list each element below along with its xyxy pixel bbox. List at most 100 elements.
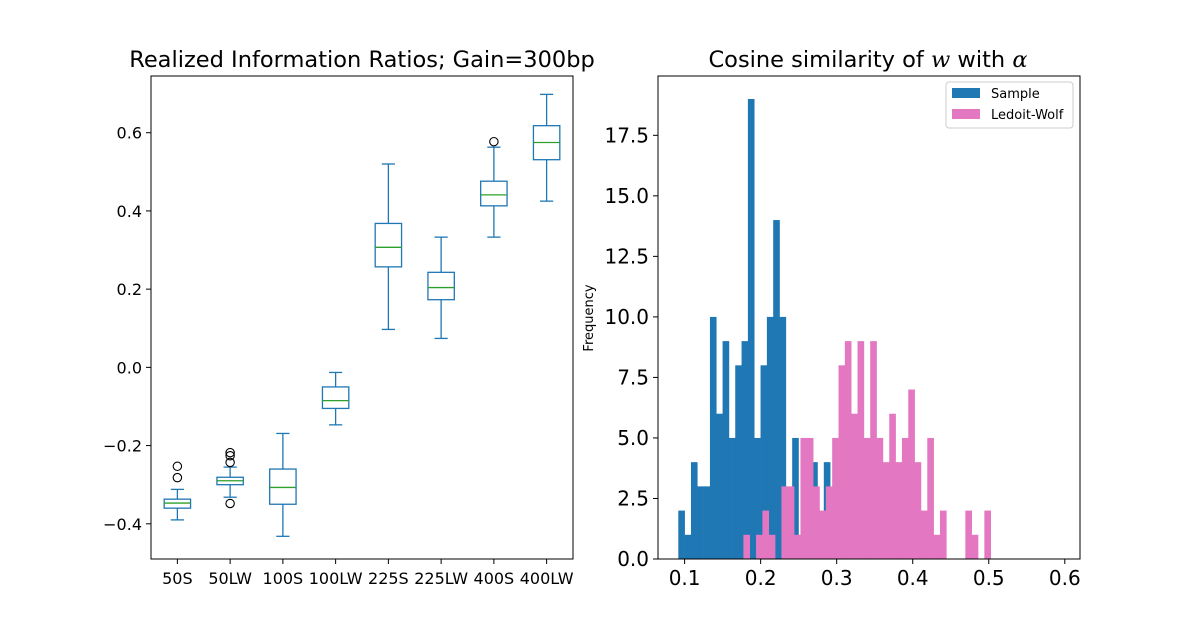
box-400LW: 400LW (520, 93, 574, 588)
box-400S: 400S (474, 136, 514, 588)
histogram-bar (781, 486, 789, 559)
histogram-bar (766, 316, 774, 559)
box-outlier (225, 447, 235, 458)
histogram-xtick-label: 0.5 (973, 566, 1005, 590)
boxplot-panel: Realized Information Ratios; Gain=300bp … (103, 47, 595, 588)
histogram-xtick-label: 0.3 (821, 566, 853, 590)
histogram-ytick-label: 5.0 (617, 426, 649, 450)
boxplot-ytick-label: 0.0 (117, 358, 142, 377)
histogram-bar (678, 510, 685, 559)
box-iqr (480, 180, 508, 207)
box-50S: 50S (162, 461, 193, 588)
histogram-bar (735, 365, 742, 559)
histogram-bar (690, 462, 698, 559)
box-iqr (269, 468, 297, 505)
histogram-bar (895, 462, 903, 559)
histogram-bar (863, 437, 871, 559)
histogram-bar (851, 413, 858, 559)
histogram-xtick-label: 0.6 (1049, 566, 1081, 590)
box-100S: 100S (263, 432, 304, 588)
histogram-bar (747, 99, 755, 559)
series-ledoit-wolf (743, 341, 992, 559)
histogram-bar (684, 534, 692, 559)
histogram-bar (984, 510, 992, 559)
histogram-bar (933, 534, 941, 559)
box-outlier (172, 472, 183, 483)
boxplot-xtick-label: 400LW (520, 569, 574, 588)
box-50LW: 50LW (208, 447, 252, 588)
box-outlier (225, 451, 235, 461)
histogram-bar (760, 365, 768, 559)
histogram-title: Cosine similarity of w with α (708, 47, 1027, 73)
box-iqr (374, 222, 403, 268)
histogram-bar (914, 462, 922, 559)
boxplot-ytick-label: 0.4 (117, 202, 142, 221)
boxplot-xtick-label: 100S (263, 569, 304, 588)
boxplot-xtick-label: 225S (368, 569, 409, 588)
histogram-bar (927, 437, 934, 559)
box-iqr (427, 271, 455, 301)
histogram-title-mid: with (950, 47, 1012, 73)
histogram-bar (722, 341, 730, 559)
histogram-ytick-label: 2.5 (617, 486, 649, 510)
histogram-bar (889, 413, 896, 559)
histogram-bar (716, 413, 723, 559)
histogram-xtick-label: 0.4 (897, 566, 929, 590)
box-outlier (225, 498, 235, 509)
histogram-legend: Sample Ledoit-Wolf (945, 81, 1074, 129)
histogram-bar (819, 510, 827, 559)
boxplot-xtick-label: 50LW (208, 569, 252, 588)
histogram-bar (762, 510, 770, 559)
histogram-ytick-label: 12.5 (604, 244, 649, 268)
box-225S: 225S (368, 163, 409, 588)
histogram-xtick-label: 0.1 (669, 566, 701, 590)
histogram-bar (806, 437, 814, 559)
boxplot-title: Realized Information Ratios; Gain=300bp (129, 47, 595, 73)
histogram-bar (920, 510, 928, 559)
histogram-ytick-label: 7.5 (617, 365, 649, 389)
boxplot-xtick-label: 100LW (309, 569, 363, 588)
histogram-bar (901, 437, 909, 559)
histogram-ylabel: Frequency (582, 284, 597, 351)
box-outlier (225, 457, 235, 468)
box-225LW: 225LW (414, 236, 468, 588)
histogram-bar (773, 220, 780, 560)
legend-swatch-ledoit-wolf (952, 109, 980, 119)
box-100LW: 100LW (309, 371, 363, 588)
box-iqr (321, 386, 350, 410)
histogram-bar (800, 437, 808, 559)
histogram-bar (876, 437, 884, 559)
histogram-bar (857, 341, 865, 559)
histogram-bar (825, 486, 833, 559)
histogram-bar (754, 437, 761, 559)
boxplot-ytick-label: 0.2 (117, 280, 142, 299)
histogram-ytick-label: 17.5 (604, 123, 649, 147)
histogram-bar (870, 341, 877, 559)
box-outlier (172, 461, 183, 472)
histogram-bar (779, 316, 787, 559)
histogram-bar (743, 534, 751, 559)
histogram-ytick-label: 10.0 (604, 305, 649, 329)
histogram-xtick-label: 0.2 (745, 566, 777, 590)
histogram-bar (709, 316, 717, 559)
histogram-bar (965, 510, 972, 559)
histogram-bar (838, 365, 846, 559)
histogram-bar (756, 534, 763, 559)
histogram-ytick-label: 15.0 (604, 184, 649, 208)
series-sample (678, 99, 831, 560)
histogram-bar (728, 437, 736, 559)
histogram-bar (908, 389, 915, 559)
histogram-bar (794, 534, 801, 559)
histogram-panel: Cosine similarity of w with α Frequency … (582, 47, 1081, 590)
histogram-axes-frame (657, 75, 1081, 560)
histogram-bar (813, 486, 820, 559)
histogram-bar (768, 534, 776, 559)
histogram-bar (703, 486, 711, 559)
histogram-bar (697, 486, 704, 559)
boxplot-ytick-label: 0.6 (117, 124, 142, 143)
histogram-bar (741, 341, 749, 559)
histogram-title-alpha: α (1012, 47, 1027, 73)
boxplot-xtick-label: 225LW (414, 569, 468, 588)
